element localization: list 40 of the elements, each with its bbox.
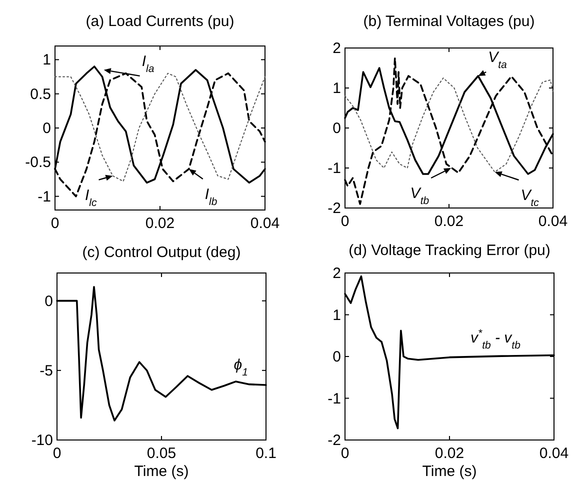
y-tick-label: 0.5 [30,86,51,103]
x-tick-label: 0.02 [434,445,464,462]
annotation: ϕ$_{1}$ [234,356,248,379]
y-tick-label: 1 [42,52,51,69]
y-tick-label: 2 [332,265,341,282]
y-tick-label: -2 [328,432,341,449]
x-tick-label: 0.05 [146,445,176,462]
x-tick-label: 0.04 [539,445,569,462]
chart-title: (b) Terminal Voltages (pu) [363,13,535,30]
chart-title: (d) Voltage Tracking Error (pu) [348,242,550,259]
chart-title: (a) Load Currents (pu) [86,13,234,30]
annotation: V$_{ta}$ [488,49,508,71]
x-tick-label: 0.02 [145,215,175,232]
y-tick-label: 0 [42,120,51,137]
x-axis-title: Time (s) [134,463,189,480]
y-tick-label: 1 [332,80,341,97]
y-tick-label: 0 [332,120,341,137]
y-tick-label: -1 [328,390,341,408]
annotation: I$_{lc}$ [84,186,98,209]
y-tick-label: 0 [332,348,341,366]
y-tick-label: -10 [31,432,53,449]
annotation: I$_{lb}$ [204,186,218,208]
annotation: I$_{la}$ [142,52,154,75]
y-tick-label: -1 [328,160,341,177]
annotation: v$^{*}$$_{tb}$ - v$_{tb}$ [470,328,521,352]
x-tick-label: 0.02 [434,213,464,230]
x-tick-label: 0.04 [538,213,568,230]
chart-title: (c) Control Output (deg) [82,244,241,261]
annotation: V$_{tc}$ [520,187,540,209]
x-tick-label: 0.1 [256,445,276,462]
x-axis-title: Time (s) [422,463,477,480]
y-tick-label: 1 [332,306,341,324]
y-tick-label: 0 [44,292,53,310]
y-tick-label: -5 [40,362,53,380]
y-tick-label: -2 [328,200,341,217]
x-tick-label: 0.04 [250,215,280,232]
y-tick-label: -0.5 [25,154,51,172]
y-tick-label: -1 [38,188,51,206]
annotation: V$_{tb}$ [410,185,430,207]
y-tick-label: 2 [332,40,341,57]
